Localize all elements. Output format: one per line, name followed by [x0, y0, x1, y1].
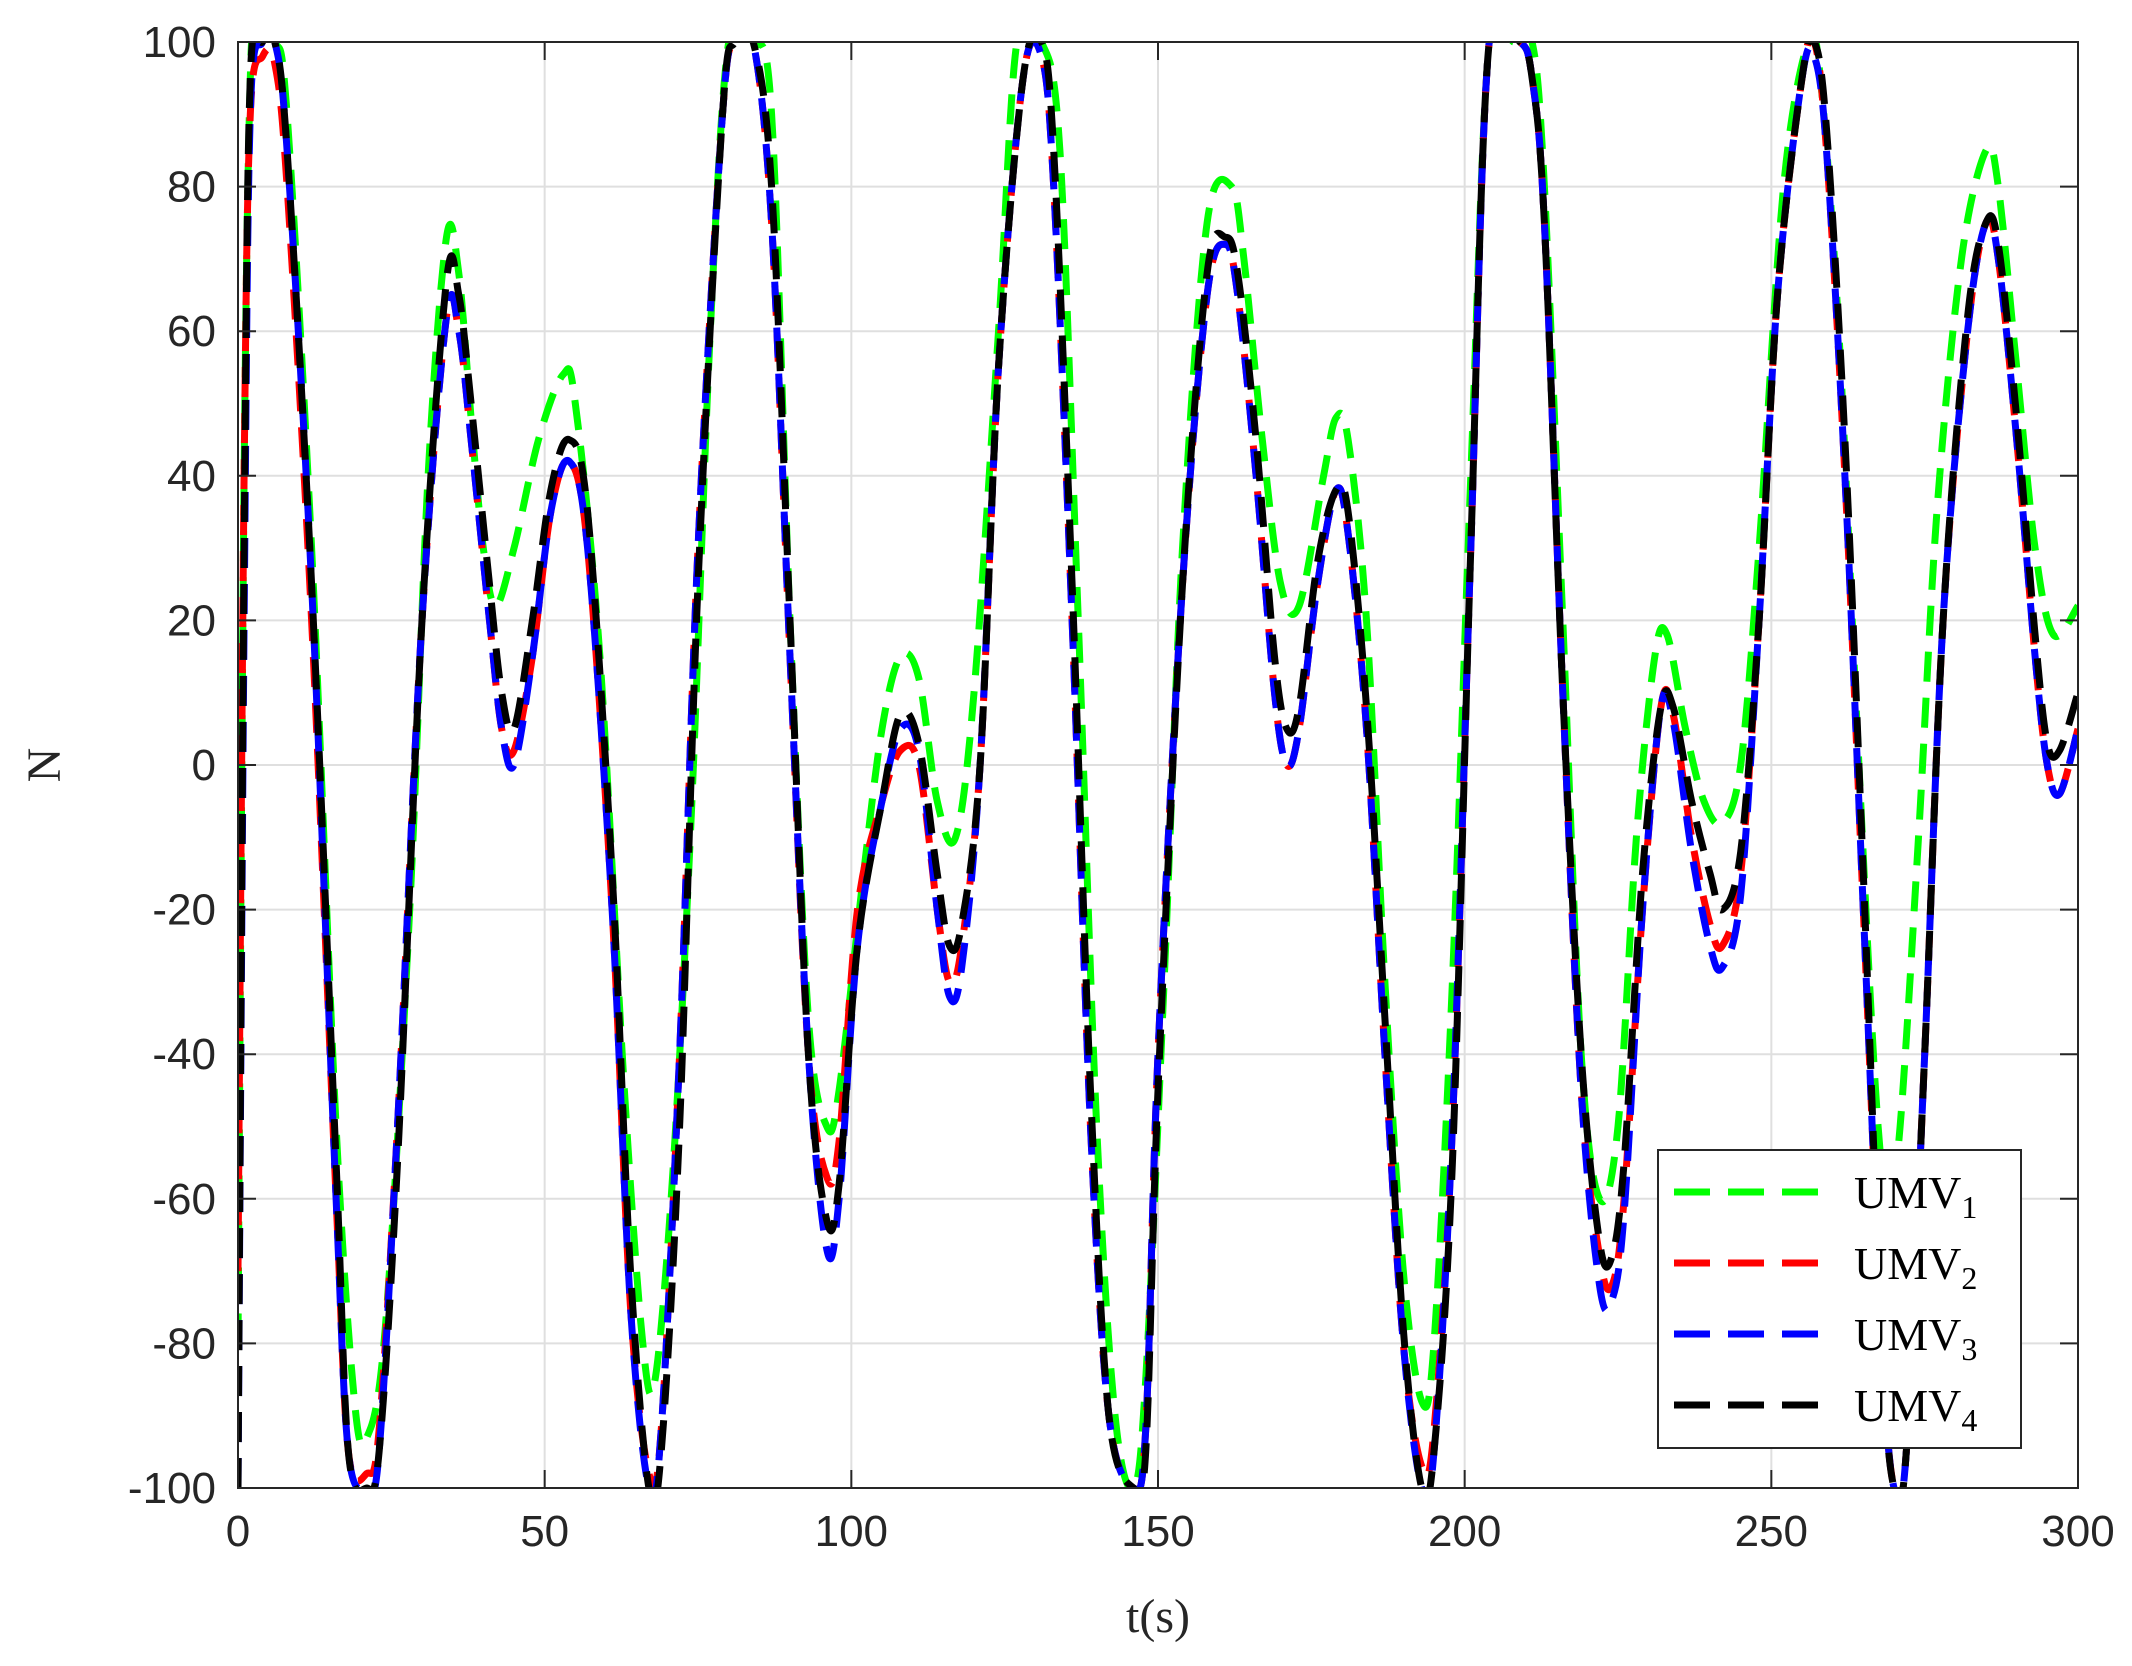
x-tick-label: 150	[1121, 1507, 1194, 1556]
y-tick-label: 60	[167, 307, 216, 356]
ticks	[237, 41, 2079, 1489]
y-tick-label: 40	[167, 452, 216, 501]
legend-label-umv4: UMV4	[1854, 1380, 1977, 1438]
legend-label-name: UMV	[1854, 1167, 1961, 1218]
x-axis-title: t(s)	[1126, 1590, 1190, 1643]
series-line-umv1	[238, 42, 2078, 1488]
x-tick-label: 0	[226, 1507, 250, 1556]
legend-label-umv2: UMV2	[1854, 1238, 1977, 1296]
series-layer	[238, 42, 2078, 1488]
y-tick-label: -40	[152, 1030, 216, 1079]
x-tick-label: 250	[1735, 1507, 1808, 1556]
y-tick-label: -80	[152, 1319, 216, 1368]
legend-label-subscript: 2	[1961, 1260, 1977, 1296]
legend-label-umv3: UMV3	[1854, 1309, 1977, 1367]
y-tick-label: 80	[167, 163, 216, 212]
legend-label-subscript: 1	[1961, 1189, 1977, 1225]
y-tick-label: 100	[143, 18, 216, 67]
y-tick-label: 0	[192, 741, 216, 790]
y-tick-label: -20	[152, 886, 216, 935]
legend-label-name: UMV	[1854, 1238, 1961, 1289]
legend-label-umv1: UMV1	[1854, 1167, 1977, 1225]
y-tick-label: -100	[128, 1464, 216, 1513]
y-axis-title: N	[18, 748, 71, 783]
legend-label-subscript: 3	[1961, 1331, 1977, 1367]
x-tick-label: 300	[2041, 1507, 2114, 1556]
tick-labels: 0 50 100 150 200 250 300 -100 -80 -60 -40 -20 0 20 40 6…	[128, 18, 2115, 1556]
legend-box	[1657, 1149, 2022, 1449]
y-tick-label: -60	[152, 1175, 216, 1224]
legend-label-name: UMV	[1854, 1380, 1961, 1431]
x-tick-label: 200	[1428, 1507, 1501, 1556]
x-tick-label: 100	[815, 1507, 888, 1556]
y-tick-label: 20	[167, 596, 216, 645]
series-line-umv4	[238, 42, 2078, 1488]
legend-label-name: UMV	[1854, 1309, 1961, 1360]
legend-label-subscript: 4	[1961, 1402, 1977, 1438]
x-tick-label: 50	[520, 1507, 569, 1556]
